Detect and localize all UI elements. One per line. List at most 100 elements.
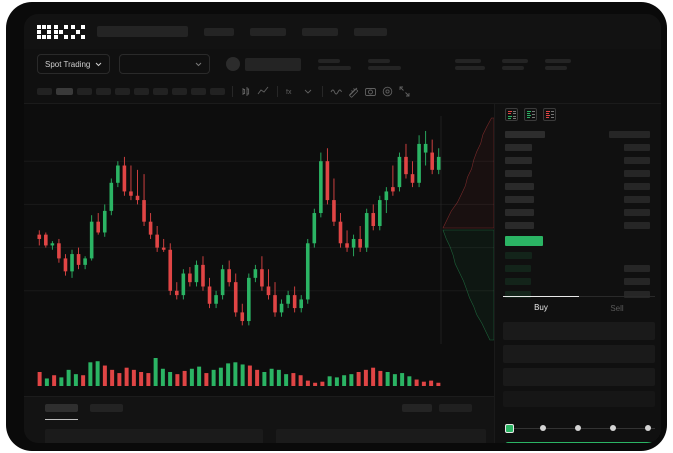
candle-series <box>37 130 441 326</box>
timeframe-button-5[interactable] <box>115 87 130 95</box>
orderbook-ask-row[interactable] <box>505 209 534 216</box>
market-stat-2 <box>368 58 402 70</box>
timeframe-button-4[interactable] <box>96 87 111 95</box>
orderbook-ask-row-amount <box>624 196 650 203</box>
tab-buy[interactable]: Buy <box>503 296 579 318</box>
okx-logo[interactable] <box>37 24 85 39</box>
chart-gridlines <box>24 160 494 292</box>
orderbook-bid-row[interactable] <box>505 265 531 272</box>
tab-sell[interactable]: Sell <box>610 303 624 313</box>
orderbook-bid-row-amount <box>624 265 650 272</box>
amount-percent-slider[interactable] <box>505 424 655 433</box>
chevron-down-icon <box>95 60 102 69</box>
nav-item-2[interactable] <box>250 27 286 36</box>
stat-value <box>455 65 486 70</box>
orderbook-ask-row-amount <box>624 144 650 151</box>
stat-value <box>545 65 568 70</box>
timeframe-button-3[interactable] <box>77 87 92 95</box>
market-sub-header: Spot Trading <box>24 49 661 79</box>
timeframe-button-6[interactable] <box>134 87 149 95</box>
slider-step-4[interactable] <box>645 425 651 431</box>
candlestick-chart-icon[interactable] <box>240 85 253 98</box>
spot-trading-select[interactable]: Spot Trading <box>37 54 111 74</box>
orderbook-ask-row-amount <box>624 183 650 190</box>
tab-open-orders[interactable] <box>45 404 78 412</box>
order-field-amount[interactable] <box>503 345 655 363</box>
timeframe-button-2[interactable] <box>56 87 73 95</box>
logo-glyph-o <box>37 24 51 39</box>
orderbook-ask-row-amount <box>624 222 650 229</box>
active-tab-indicator <box>45 419 78 420</box>
line-chart-icon[interactable] <box>257 85 270 98</box>
orderbook-layout-toggles <box>505 108 556 121</box>
orderbook-bid-row[interactable] <box>505 252 532 259</box>
orderbook-ask-row-amount <box>624 157 650 164</box>
wave-icon[interactable] <box>330 85 343 98</box>
volume-chart <box>24 344 494 396</box>
order-field-total[interactable] <box>503 368 655 386</box>
orderbook-ask-row[interactable] <box>505 183 534 190</box>
orderbook-bid-row-amount <box>624 278 650 285</box>
trading-pair-select[interactable] <box>119 54 211 74</box>
depth-chart-overlay <box>440 116 494 344</box>
timeframe-button-1[interactable] <box>37 87 52 95</box>
orderbook-ask-row-amount <box>624 170 650 177</box>
slider-step-0[interactable] <box>505 424 514 433</box>
orders-row-1[interactable] <box>45 429 263 443</box>
slider-step-2[interactable] <box>575 425 581 431</box>
logo-glyph-x <box>71 24 85 39</box>
market-stat-5 <box>545 58 572 70</box>
fullscreen-icon[interactable] <box>398 85 411 98</box>
nav-item-4[interactable] <box>354 27 387 36</box>
orders-panel <box>24 396 494 443</box>
nav-item-3[interactable] <box>302 27 338 36</box>
order-field-price[interactable] <box>503 322 655 340</box>
orderbook-bid-row[interactable] <box>505 278 531 285</box>
candlestick-svg <box>24 130 494 326</box>
orderbook-both-icon[interactable] <box>505 108 518 121</box>
orderbook-ask-row[interactable] <box>505 157 532 164</box>
orderbook-last-price[interactable] <box>505 236 543 246</box>
orderbook-and-form-panel: Buy Sell <box>494 104 661 443</box>
top-navigation-bar <box>24 14 661 49</box>
orderbook-ask-row[interactable] <box>505 196 534 203</box>
timeframe-button-10[interactable] <box>210 87 225 95</box>
ruler-icon[interactable] <box>347 85 360 98</box>
settings-gear-icon[interactable] <box>381 85 394 98</box>
stat-value <box>368 65 402 70</box>
global-search-input[interactable] <box>97 26 188 37</box>
orders-row-2[interactable] <box>276 429 486 443</box>
orderbook-bid-row[interactable] <box>505 291 531 298</box>
slider-step-1[interactable] <box>540 425 546 431</box>
timeframe-button-9[interactable] <box>191 87 206 95</box>
market-stat-4 <box>502 58 529 70</box>
compare-icon[interactable] <box>302 85 315 98</box>
orderbook-ask-row[interactable] <box>505 170 532 177</box>
orderbook-buy-icon[interactable] <box>524 108 537 121</box>
orders-action-1[interactable] <box>402 404 432 412</box>
slider-step-3[interactable] <box>610 425 616 431</box>
price-chart[interactable] <box>24 104 494 344</box>
order-side-tabs: Buy Sell <box>503 296 655 318</box>
stat-label <box>368 58 391 63</box>
orderbook-ask-row[interactable] <box>505 222 534 229</box>
place-order-button[interactable] <box>505 442 655 443</box>
orderbook-sell-icon[interactable] <box>543 108 556 121</box>
timeframe-button-8[interactable] <box>172 87 187 95</box>
order-field-available <box>503 391 655 407</box>
stat-label <box>455 58 482 63</box>
orderbook-ask-row-amount <box>624 209 650 216</box>
chevron-down-icon <box>195 60 202 69</box>
timeframe-button-7[interactable] <box>153 87 168 95</box>
tab-order-history[interactable] <box>90 404 123 412</box>
market-stat-1 <box>318 58 352 70</box>
order-book[interactable] <box>495 128 661 298</box>
orderbook-ask-row[interactable] <box>505 144 532 151</box>
camera-icon[interactable] <box>364 85 377 98</box>
orders-action-2[interactable] <box>439 404 472 412</box>
orderbook-header[interactable] <box>505 131 545 138</box>
svg-text:fx: fx <box>286 89 292 96</box>
indicators-icon[interactable]: fx <box>285 85 298 98</box>
nav-item-1[interactable] <box>204 27 234 36</box>
